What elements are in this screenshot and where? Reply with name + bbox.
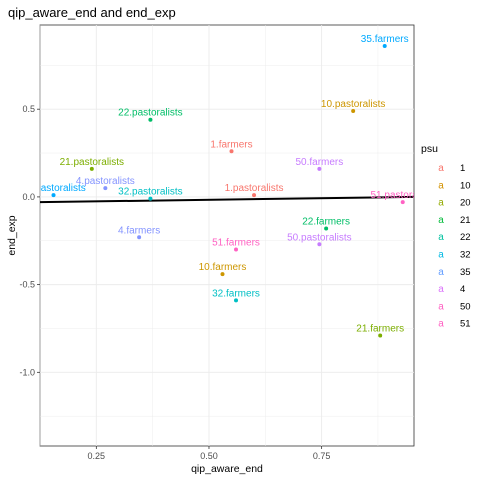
legend-item-label: 35 [460, 267, 471, 278]
point-label: 32.farmers [212, 288, 260, 299]
data-point [234, 247, 239, 252]
data-point [89, 166, 94, 171]
point-label: 10.farmers [199, 262, 247, 273]
legend-key-glyph: a [438, 301, 444, 312]
legend: psu a 1 a 10 a 20 a 21 a 22 a 32 a 35 a 4 a 50 a 51 [421, 143, 471, 330]
x-tick-label: 0.75 [313, 451, 331, 461]
legend-item-label: 21 [460, 215, 471, 226]
data-point [137, 235, 142, 240]
y-tick-label: -1.0 [19, 367, 35, 377]
legend-item-label: 22 [460, 232, 471, 243]
point-label: 50.farmers [295, 157, 343, 168]
legend-key-glyph: a [438, 232, 444, 243]
legend-item-label: 20 [460, 198, 471, 209]
x-tick-label: 0.50 [200, 451, 218, 461]
point-label: 21.farmers [356, 323, 404, 334]
legend-item-label: 4 [460, 284, 465, 295]
data-point [220, 272, 225, 277]
data-points [51, 44, 405, 338]
legend-item-label: 50 [460, 301, 471, 312]
point-label: 4.pastoralists [76, 176, 135, 187]
y-axis-label: end_exp [6, 215, 18, 255]
legend-key-glyph: a [438, 163, 444, 174]
legend-item-label: 51 [460, 319, 471, 330]
legend-key-glyph: a [438, 198, 444, 209]
axes: 0.25 0.50 0.75 -1.0 -0.5 0.0 0.5 [19, 104, 330, 461]
data-point [148, 117, 153, 122]
data-point [382, 44, 387, 49]
point-labels: 35.farmers 10.pastoralists 22.pastoralists… [21, 34, 434, 334]
x-axis-label: qip_aware_end [191, 463, 263, 475]
point-label: 21.pastoralists [60, 157, 124, 168]
data-point [317, 166, 322, 171]
point-label: 22.pastoralists [118, 108, 182, 119]
legend-key-glyph: a [438, 250, 444, 261]
point-label: 1.pastoralists [225, 183, 284, 194]
data-point [400, 200, 405, 205]
legend-key-glyph: a [438, 215, 444, 226]
legend-items: a 1 a 10 a 20 a 21 a 22 a 32 a 35 a 4 a 50 a 51 [438, 163, 470, 330]
trend-line [39, 195, 415, 204]
legend-key-glyph: a [438, 319, 444, 330]
point-label: 35.farmers [361, 34, 409, 45]
point-label: 32.pastoralists [118, 187, 182, 198]
point-label: 1.farmers [210, 139, 252, 150]
x-tick-label: 0.25 [88, 451, 106, 461]
data-point [351, 108, 356, 113]
legend-key-glyph: a [438, 284, 444, 295]
y-tick-label: 0.0 [22, 192, 35, 202]
point-label: 10.pastoralists [321, 99, 385, 110]
legend-title: psu [421, 143, 438, 155]
plot-panel [39, 24, 415, 447]
data-point [378, 333, 383, 338]
data-point [148, 196, 153, 201]
legend-item-label: 32 [460, 250, 471, 261]
data-point [324, 226, 329, 231]
data-point [51, 193, 56, 198]
chart-title: qip_aware_end and end_exp [8, 5, 176, 20]
data-point [252, 193, 257, 198]
point-label: 51.farmers [212, 238, 260, 249]
data-point [229, 149, 234, 154]
legend-item-label: 10 [460, 180, 471, 191]
grid-lines [39, 25, 414, 446]
data-point [317, 242, 322, 247]
legend-key-glyph: a [438, 267, 444, 278]
point-label: 35.pastoralists [21, 183, 85, 194]
legend-key-glyph: a [438, 180, 444, 191]
y-tick-label: -0.5 [19, 280, 35, 290]
point-label: 51.pastoralists [370, 190, 434, 201]
point-label: 50.pastoralists [287, 232, 351, 243]
legend-item-label: 1 [460, 163, 465, 174]
y-tick-label: 0.5 [22, 104, 35, 114]
point-label: 22.farmers [302, 216, 350, 227]
point-label: 4.farmers [118, 225, 160, 236]
data-point [234, 298, 239, 303]
data-point [103, 186, 108, 191]
